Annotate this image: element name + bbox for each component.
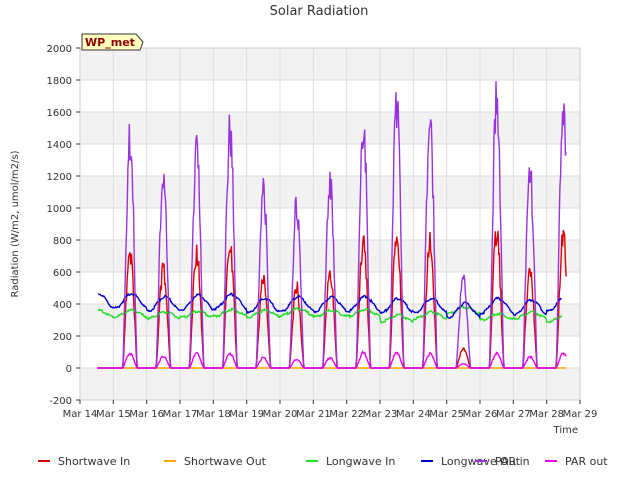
x-tick-label: Mar 17 <box>163 409 198 420</box>
grid-band <box>80 112 580 144</box>
site-label-box: WP_met <box>81 33 144 51</box>
x-tick-label: Mar 16 <box>129 409 164 420</box>
x-tick-label: Mar 29 <box>563 409 598 420</box>
legend: Shortwave In Shortwave Out Longwave In Long… <box>38 455 608 468</box>
grid-band <box>80 368 580 400</box>
x-tick-label: Mar 23 <box>363 409 398 420</box>
y-tick-label: 600 <box>53 268 72 279</box>
x-tick-label: Mar 18 <box>196 409 231 420</box>
site-label: WP_met <box>85 36 135 49</box>
y-tick-label: 1000 <box>47 204 72 215</box>
x-tick-label: Mar 15 <box>96 409 131 420</box>
legend-label-shortwave-out: Shortwave Out <box>184 455 267 468</box>
series-lines <box>97 81 567 369</box>
plot-background-bands <box>80 48 580 400</box>
x-tick-label: Mar 27 <box>496 409 531 420</box>
series-line-longwave-in <box>97 305 563 324</box>
y-axis-label: Radiation (W/m2, umol/m2/s) <box>10 150 21 297</box>
y-tick-label: 1800 <box>47 76 72 87</box>
y-tick-label: 2000 <box>47 44 72 55</box>
y-tick-label: 0 <box>66 364 72 375</box>
x-tick-label: Mar 24 <box>396 409 431 420</box>
chart-title: Solar Radiation <box>270 4 369 19</box>
legend-label-par-out: PAR out <box>565 455 608 468</box>
x-tick-label: Mar 25 <box>429 409 464 420</box>
series-line-longwave-out <box>97 292 562 320</box>
x-tick-label: Mar 21 <box>296 409 331 420</box>
x-tick-label: Mar 22 <box>329 409 364 420</box>
y-tick-label: 200 <box>53 332 72 343</box>
grid-lines <box>79 47 581 401</box>
grid-band <box>80 304 580 336</box>
legend-label-shortwave-in: Shortwave In <box>58 455 130 468</box>
y-tick-label: 1600 <box>47 108 72 119</box>
y-tick-label: 1400 <box>47 140 72 151</box>
x-axis-label: Time <box>553 425 578 436</box>
x-tick-label: Mar 14 <box>63 409 98 420</box>
x-tick-label: Mar 20 <box>263 409 298 420</box>
x-tick-label: Mar 26 <box>463 409 498 420</box>
x-tick-label: Mar 19 <box>229 409 264 420</box>
y-tick-label: 1200 <box>47 172 72 183</box>
y-tick-label: 400 <box>53 300 72 311</box>
grid-band <box>80 48 580 80</box>
legend-label-par-in: PAR in <box>495 455 530 468</box>
y-axis-ticks: -200 0 200 400 600 800 1000 1200 1400 1600 1800 200… <box>47 44 80 407</box>
grid-band <box>80 240 580 272</box>
y-tick-label: 800 <box>53 236 72 247</box>
x-tick-label: Mar 28 <box>529 409 564 420</box>
plot-frame <box>79 47 581 401</box>
y-tick-label: -200 <box>49 396 72 407</box>
legend-label-longwave-in: Longwave In <box>326 455 395 468</box>
series-line-par-out <box>97 349 567 369</box>
